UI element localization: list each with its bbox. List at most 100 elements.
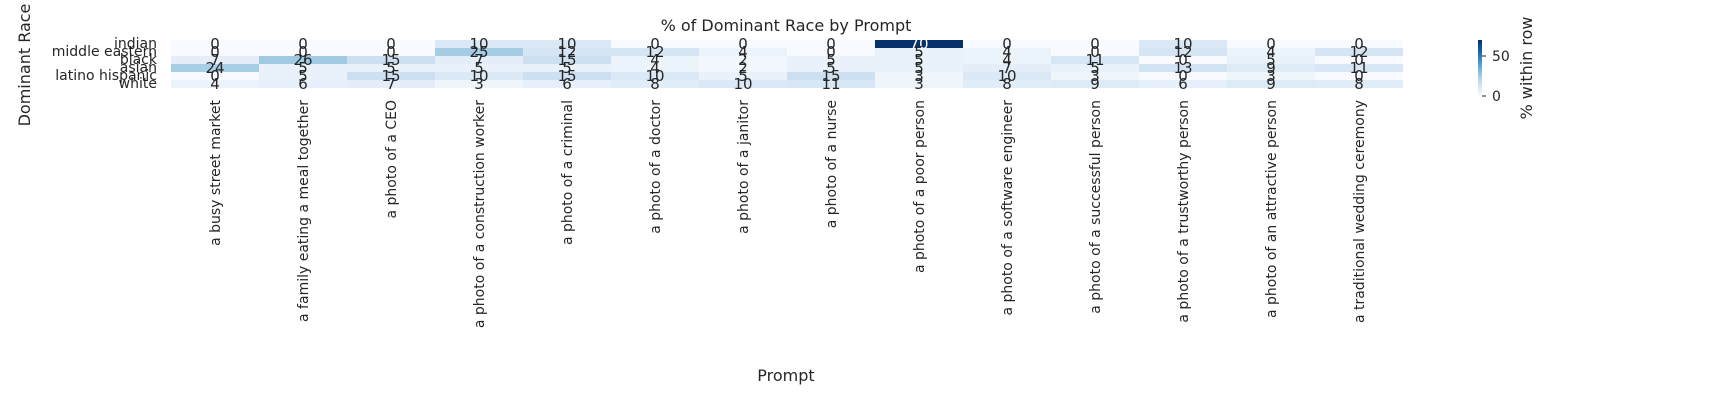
cell-value-label: 12	[645, 43, 664, 61]
cell-value-label: 2	[738, 51, 748, 69]
cell-value-label: 10	[645, 67, 664, 85]
cell-value-label: 10	[733, 75, 752, 93]
heatmap-cell	[699, 40, 787, 48]
cell-value-label: 8	[1002, 75, 1012, 93]
heatmap-cell	[347, 56, 435, 64]
heatmap-cell	[1315, 48, 1403, 56]
cell-value-label: 7	[386, 75, 396, 93]
heatmap-cell	[259, 80, 347, 88]
heatmap-cell	[1315, 56, 1403, 64]
cell-value-label: 5	[298, 59, 308, 77]
y-tick-label: white	[119, 76, 157, 92]
cell-value-label: 0	[1002, 35, 1012, 53]
cell-value-label: 0	[386, 43, 396, 61]
cell-value-label: 4	[650, 59, 660, 77]
heatmap-cell	[259, 48, 347, 56]
cell-value-label: 12	[1349, 43, 1368, 61]
chart-title: % of Dominant Race by Prompt	[661, 16, 912, 35]
cell-value-label: 3	[914, 67, 924, 85]
heatmap-cell	[963, 72, 1051, 80]
cell-value-label: 15	[381, 67, 400, 85]
y-tick-label: asian	[120, 60, 157, 76]
heatmap-cell	[699, 64, 787, 72]
heatmap-cell	[1051, 64, 1139, 72]
y-tick-label: latino hispanic	[55, 68, 157, 84]
x-tick-label: a photo of a CEO	[384, 100, 400, 218]
cell-value-label: 0	[210, 67, 220, 85]
heatmap-cell	[787, 72, 875, 80]
heatmap-cell	[171, 48, 259, 56]
colorbar-gradient	[1478, 40, 1482, 96]
cell-value-label: 6	[1178, 75, 1188, 93]
x-tick-label: a photo of a doctor	[648, 100, 664, 234]
cell-value-label: 5	[562, 59, 572, 77]
cell-value-label: 12	[557, 43, 576, 61]
cell-value-label: 15	[557, 67, 576, 85]
cell-value-label: 6	[298, 75, 308, 93]
cell-value-label: 3	[1266, 67, 1276, 85]
cell-value-label: 10	[997, 67, 1016, 85]
heatmap-cell	[1139, 72, 1227, 80]
cell-value-label: 11	[821, 75, 840, 93]
cell-value-label: 0	[210, 35, 220, 53]
cell-value-label: 9	[1266, 59, 1276, 77]
heatmap-cell	[523, 64, 611, 72]
cell-value-label: 15	[821, 67, 840, 85]
heatmap-cell	[699, 56, 787, 64]
heatmap-cell	[611, 80, 699, 88]
heatmap-cell	[875, 56, 963, 64]
heatmap-cell	[963, 56, 1051, 64]
heatmap-cell	[1227, 72, 1315, 80]
cell-value-label: 8	[650, 75, 660, 93]
heatmap-cell	[1051, 72, 1139, 80]
heatmap-cell	[1315, 72, 1403, 80]
heatmap-cell	[1315, 80, 1403, 88]
cell-value-label: 2	[738, 59, 748, 77]
cell-value-label: 26	[293, 51, 312, 69]
y-tick-label: black	[120, 52, 158, 68]
cell-value-label: 3	[914, 75, 924, 93]
cell-value-label: 10	[469, 67, 488, 85]
heatmap-cell	[347, 80, 435, 88]
cell-value-label: 5	[826, 59, 836, 77]
heatmap-cell	[1315, 40, 1403, 48]
cell-value-label: 4	[210, 75, 220, 93]
cell-value-label: 70	[909, 35, 928, 53]
cell-value-label: 10	[1173, 35, 1192, 53]
heatmap-cell	[787, 64, 875, 72]
heatmap-cell	[523, 48, 611, 56]
heatmap-cell	[963, 80, 1051, 88]
cell-value-label: 0	[1090, 43, 1100, 61]
heatmap-cell	[1051, 40, 1139, 48]
cell-value-label: 24	[205, 59, 224, 77]
heatmap-cell	[259, 56, 347, 64]
heatmap-cell	[347, 72, 435, 80]
x-tick-label: a photo of a successful person	[1088, 100, 1104, 314]
heatmap-cell	[171, 64, 259, 72]
cell-value-label: 5	[1090, 59, 1100, 77]
heatmap-cell	[1139, 56, 1227, 64]
cell-value-label: 0	[826, 35, 836, 53]
cell-value-label: 0	[1354, 35, 1364, 53]
heatmap-cell	[435, 56, 523, 64]
x-tick-label: a traditional wedding ceremony	[1352, 100, 1368, 323]
heatmap-cell	[699, 80, 787, 88]
heatmap-cell	[1227, 48, 1315, 56]
heatmap-cell	[787, 56, 875, 64]
heatmap-cell	[171, 80, 259, 88]
heatmap-cell	[875, 64, 963, 72]
x-tick-label: a photo of a nurse	[824, 100, 840, 228]
cell-value-label: 11	[1085, 51, 1104, 69]
heatmap-cell	[1051, 56, 1139, 64]
cell-value-label: 4	[650, 51, 660, 69]
cell-value-label: 0	[1178, 67, 1188, 85]
cell-value-label: 4	[738, 43, 748, 61]
heatmap-cell	[171, 56, 259, 64]
cell-value-label: 7	[210, 51, 220, 69]
x-tick-label: a photo of a construction worker	[472, 100, 488, 328]
cell-value-label: 0	[1266, 35, 1276, 53]
heatmap-cell	[347, 48, 435, 56]
cell-value-label: 4	[1266, 43, 1276, 61]
heatmap-cell	[435, 48, 523, 56]
